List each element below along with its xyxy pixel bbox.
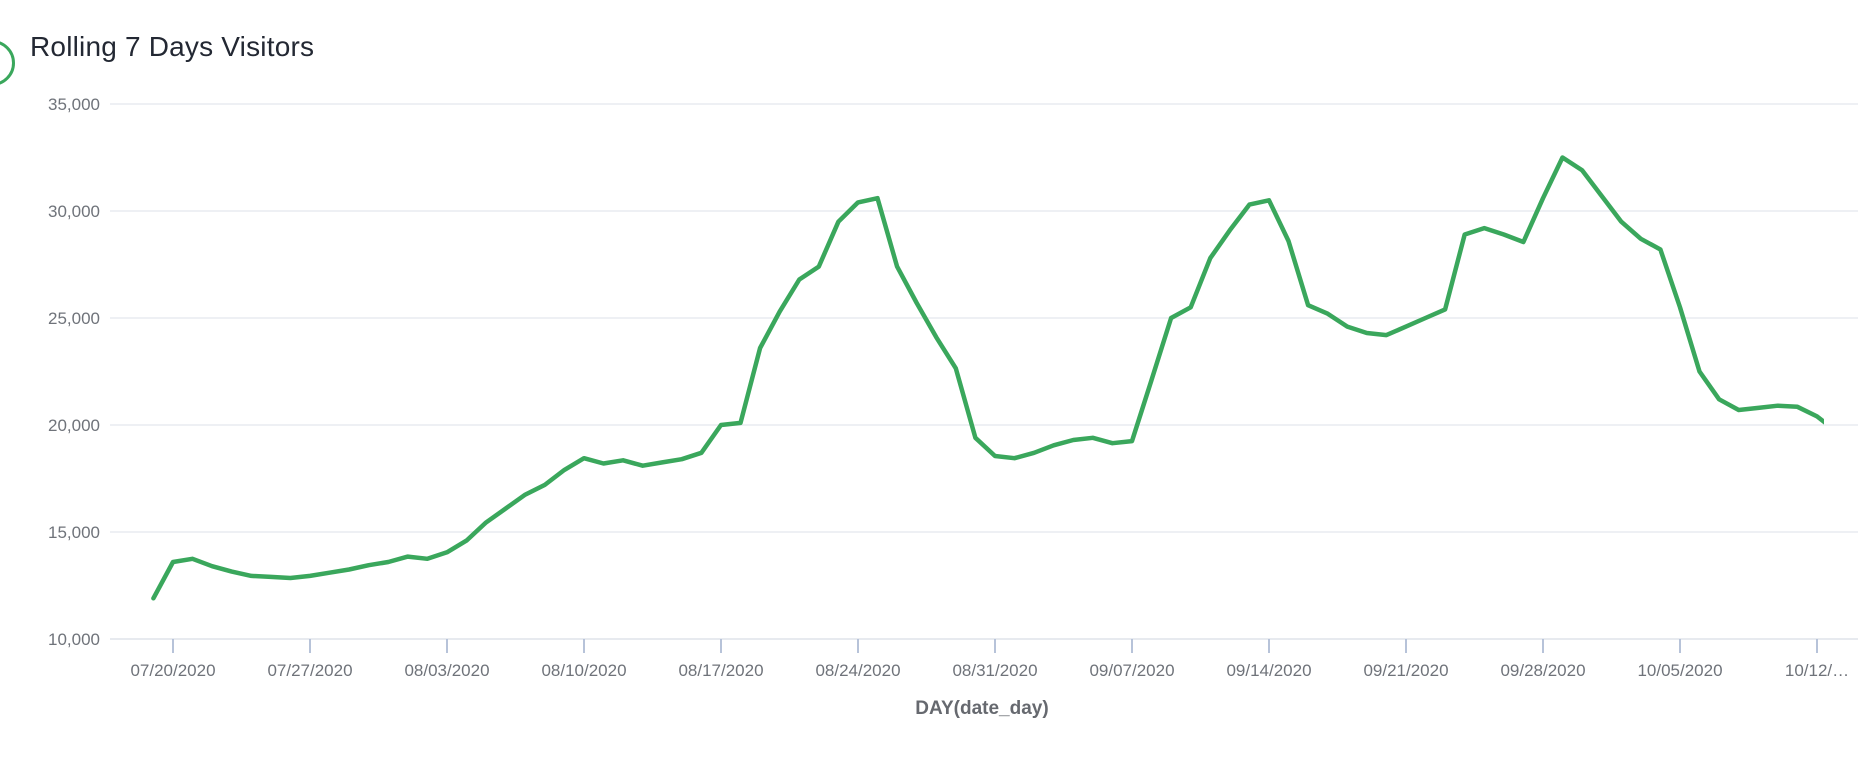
x-axis-tick-label: 10/05/2020: [1637, 661, 1722, 680]
x-axis-tick-label: 07/27/2020: [267, 661, 352, 680]
x-axis-tick-label: 09/28/2020: [1500, 661, 1585, 680]
x-axis-tick-label: 08/17/2020: [678, 661, 763, 680]
x-axis-tick-label: 07/20/2020: [130, 661, 215, 680]
x-axis-tick-label: 08/24/2020: [815, 661, 900, 680]
x-axis-tick-label: 08/10/2020: [541, 661, 626, 680]
x-axis-tick-label: 09/14/2020: [1226, 661, 1311, 680]
x-axis-tick-label: 10/12/…: [1785, 661, 1849, 680]
page-title: Rolling 7 Days Visitors: [30, 30, 315, 62]
x-axis-tick-label: 09/21/2020: [1363, 661, 1448, 680]
x-axis-tick-label: 09/07/2020: [1089, 661, 1174, 680]
x-axis-title: DAY(date_day): [915, 698, 1049, 719]
visitors-series-line[interactable]: [151, 155, 1836, 601]
y-axis-tick-label: 25,000: [48, 309, 100, 328]
y-axis-tick-label: 35,000: [48, 95, 100, 114]
y-axis-tick-label: 30,000: [48, 202, 100, 221]
x-axis-tick-label: 08/31/2020: [952, 661, 1037, 680]
y-axis-tick-label: 10,000: [48, 630, 100, 649]
y-axis-tick-label: 15,000: [48, 523, 100, 542]
x-axis-tick-label: 08/03/2020: [404, 661, 489, 680]
y-axis-tick-label: 20,000: [48, 416, 100, 435]
